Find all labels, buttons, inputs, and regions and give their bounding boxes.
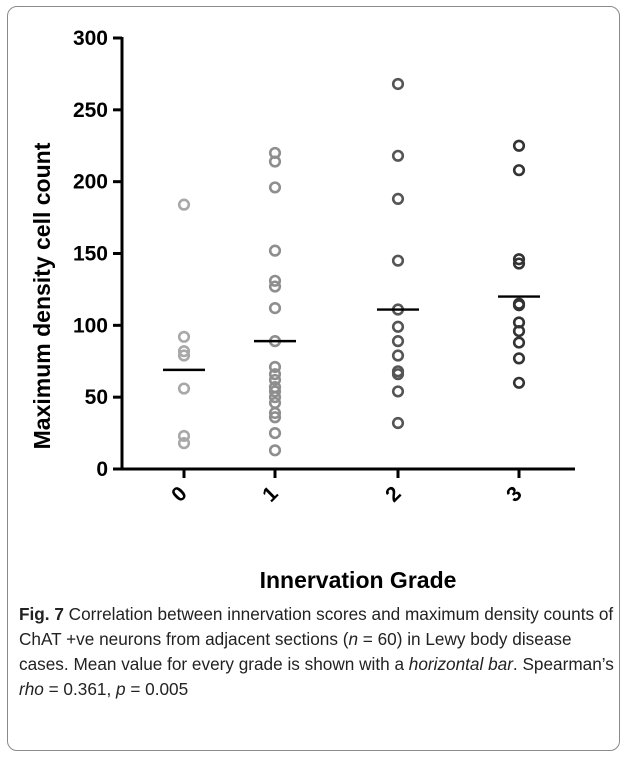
- x-axis: 0 1 2 3: [120, 467, 575, 507]
- data-point: [512, 253, 526, 266]
- data-point: [512, 139, 526, 152]
- data-point: [177, 345, 191, 358]
- data-point: [268, 360, 282, 374]
- data-point: [391, 77, 405, 91]
- y-axis: 0 50 100 150 200 250 300: [73, 27, 124, 481]
- data-point: [512, 324, 526, 338]
- data-point: [512, 299, 526, 312]
- data-point: [512, 257, 526, 270]
- data-point: [177, 437, 191, 450]
- y-tick-label: 200: [73, 171, 108, 194]
- data-point: [391, 254, 405, 267]
- caption-text-4: = 0.361,: [43, 679, 116, 699]
- x-axis-title: Innervation Grade: [260, 567, 457, 593]
- caption-text-3: . Spearman’s: [512, 654, 614, 674]
- caption-text-2: = 60) in Lewy body disease cases. Mean v…: [19, 629, 572, 674]
- caption-text-1: Correlation between innervation scores a…: [19, 604, 614, 649]
- data-point: [268, 426, 282, 440]
- y-tick-label: 300: [73, 27, 108, 50]
- x-tick-label: 1: [258, 482, 283, 507]
- data-point: [268, 373, 282, 387]
- y-tick-label: 250: [73, 99, 108, 122]
- data-point: [391, 368, 405, 381]
- scatter-chart: 0 50 100 150 200 250 300 0 1 2 3 Innervation Grad…: [29, 27, 575, 593]
- data-point: [268, 301, 282, 315]
- y-tick-label: 50: [85, 386, 108, 409]
- figure-caption: Fig. 7 Correlation between innervation s…: [19, 602, 615, 702]
- y-axis-title: Maximum density cell count: [29, 142, 55, 449]
- data-point: [268, 274, 282, 287]
- x-tick-label: 3: [502, 482, 527, 507]
- data-point: [177, 349, 191, 362]
- data-point: [268, 368, 282, 381]
- data-point: [391, 149, 405, 162]
- y-tick-label: 0: [96, 458, 108, 481]
- x-tick-label: 2: [381, 482, 406, 507]
- mean-bars: [163, 295, 540, 372]
- y-tick-label: 100: [73, 314, 108, 337]
- data-point: [391, 349, 405, 362]
- data-point: [268, 444, 282, 457]
- data-point: [391, 320, 405, 333]
- data-point: [391, 385, 405, 398]
- data-point: [512, 352, 526, 365]
- caption-text-5: = 0.005: [125, 679, 189, 699]
- data-point: [391, 335, 405, 348]
- data-points: [177, 77, 526, 457]
- data-point: [177, 429, 191, 443]
- data-point: [268, 406, 282, 420]
- data-point: [512, 336, 526, 349]
- caption-p: p: [116, 679, 126, 699]
- caption-horizontal-bar: horizontal bar: [408, 654, 513, 674]
- data-point: [512, 164, 526, 177]
- y-tick-label: 150: [73, 243, 108, 266]
- caption-rho: rho: [19, 679, 44, 699]
- caption-fig-label: Fig. 7: [19, 604, 64, 624]
- caption-n: n: [348, 629, 358, 649]
- data-point: [268, 411, 282, 424]
- data-point: [512, 376, 526, 389]
- data-point: [177, 198, 191, 211]
- figure-frame: [7, 6, 620, 751]
- data-point: [268, 155, 282, 168]
- data-point: [268, 280, 282, 293]
- data-point: [391, 416, 405, 430]
- data-point: [177, 382, 191, 395]
- data-point: [268, 244, 282, 257]
- data-point: [268, 181, 282, 194]
- data-point: [391, 192, 405, 206]
- data-point: [177, 330, 191, 343]
- data-point: [268, 385, 282, 398]
- data-point: [268, 391, 282, 404]
- x-tick-label: 0: [167, 482, 192, 507]
